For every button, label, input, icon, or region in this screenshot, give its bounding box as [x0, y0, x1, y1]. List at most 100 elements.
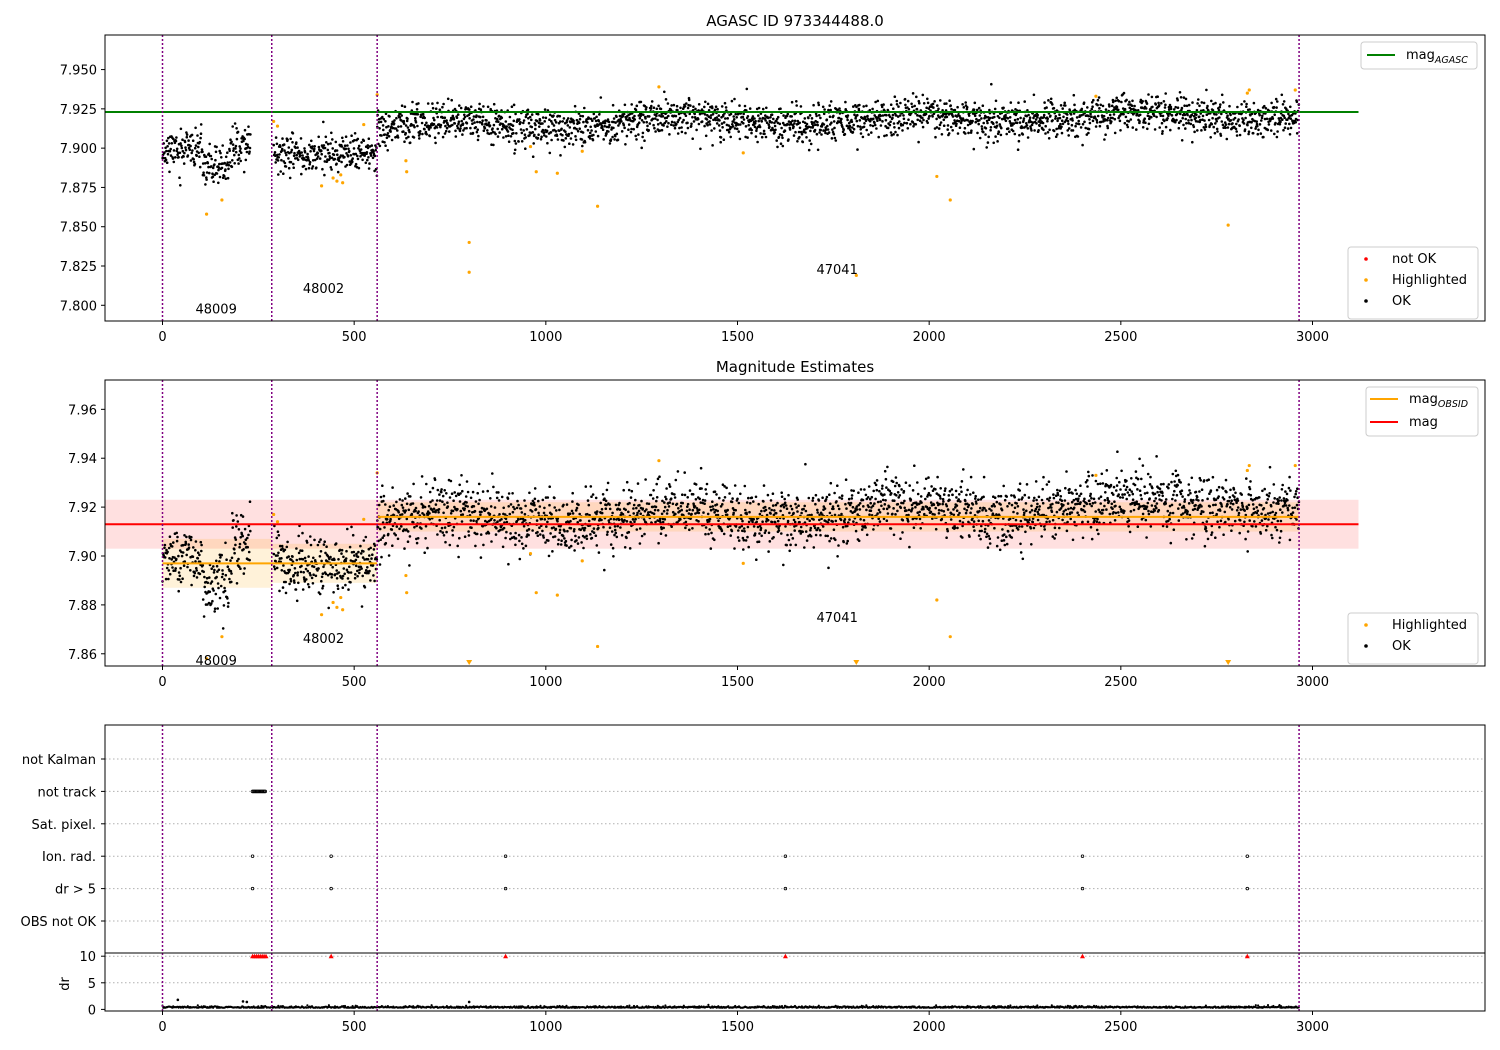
highlighted-point	[595, 644, 600, 649]
flag-point	[258, 789, 263, 794]
clipped-marker	[1225, 660, 1232, 665]
obsid-label: 48002	[303, 632, 344, 647]
dr-panel: 0 5 10 dr 0 500 1000 1500 2000 2500 3000	[58, 950, 1486, 1035]
highlighted-point	[275, 124, 280, 128]
highlighted-point	[555, 593, 559, 597]
legend-marker	[1364, 257, 1368, 261]
legend-marker	[1364, 278, 1368, 282]
y-tick-label: 0	[88, 1003, 96, 1018]
highlighted-point	[375, 93, 379, 97]
x-tick-label: 2000	[913, 330, 946, 345]
dr-clipped-marker	[1080, 953, 1085, 959]
agasc-magnitude-panel: 48009 48002 47041 0 500 1000 1500 2000 2500 3000 7…	[60, 34, 1486, 345]
clipped-marker	[853, 660, 860, 665]
dr-outlier-point	[241, 1000, 245, 1003]
highlighted-point	[335, 179, 339, 183]
legend-label: mag	[1409, 415, 1438, 430]
legend-label: OK	[1392, 294, 1411, 309]
flag-point	[329, 886, 333, 891]
x-tick-label: 1500	[721, 675, 754, 690]
highlighted-point	[948, 635, 952, 639]
highlighted-point	[339, 595, 343, 600]
highlighted-points	[204, 85, 1297, 278]
highlighted-point	[341, 181, 345, 185]
clipped-marker	[466, 660, 473, 665]
highlighted-point	[339, 173, 343, 177]
obsid-label: 47041	[816, 263, 857, 278]
legend-marker	[1364, 299, 1368, 303]
highlighted-point	[331, 176, 335, 180]
highlighted-point	[405, 170, 409, 174]
dr-axis-label: dr	[58, 977, 73, 991]
x-tick-label: 1000	[529, 330, 562, 345]
dr-outlier-point	[467, 1000, 471, 1004]
highlighted-point	[528, 144, 533, 149]
highlighted-point	[204, 212, 209, 216]
highlighted-point	[272, 512, 276, 517]
x-tick-label: 500	[342, 330, 367, 345]
x-tick-label: 0	[158, 330, 166, 345]
flag-point	[1080, 886, 1085, 891]
legend-box	[1347, 612, 1479, 665]
flag-point	[261, 789, 265, 794]
dr-outlier-point	[176, 998, 180, 1002]
flag-point	[254, 789, 258, 794]
y-tick-label: 7.950	[60, 64, 97, 79]
highlighted-point	[1094, 94, 1098, 98]
flag-point	[255, 789, 259, 794]
x-tick-label: 2000	[913, 1020, 946, 1035]
x-tick-label: 2500	[1104, 1020, 1137, 1035]
highlighted-point	[935, 598, 939, 602]
highlighted-point	[534, 591, 538, 595]
flag-point	[783, 886, 788, 891]
highlighted-point	[467, 270, 471, 274]
highlighted-point	[935, 174, 939, 179]
y-tick-label: 10	[79, 950, 96, 965]
flag-point	[256, 789, 261, 794]
legend-marker	[1364, 623, 1368, 627]
dr-clipped-marker	[1244, 953, 1250, 959]
axes-frame	[104, 379, 1486, 667]
x-tick-label: 0	[158, 675, 166, 690]
flag-point	[783, 854, 788, 858]
x-tick-label: 3000	[1296, 330, 1329, 345]
flag-point	[250, 854, 255, 858]
dr-point-cloud	[161, 1003, 1300, 1009]
highlighted-point	[657, 459, 661, 463]
highlighted-point	[1245, 468, 1249, 473]
y-tick-label: 7.875	[60, 181, 97, 196]
flag-point	[1080, 854, 1085, 858]
ok-points	[161, 82, 1301, 187]
ok-point-cloud	[161, 450, 1301, 630]
x-tick-label: 3000	[1296, 1020, 1329, 1035]
flag-row-label: not Kalman	[22, 753, 96, 768]
flag-row-label: Ion. rad.	[42, 850, 96, 865]
y-tick-label: 7.94	[68, 452, 97, 467]
highlighted-point	[319, 184, 324, 188]
flag-point	[253, 789, 257, 794]
x-tick-label: 0	[158, 1020, 166, 1035]
flag-row-label: Sat. pixel.	[32, 818, 96, 833]
obsid-label: 48009	[195, 654, 236, 669]
dr-clipped-marker	[782, 953, 788, 959]
highlighted-point	[331, 600, 335, 605]
highlighted-points	[204, 459, 1297, 661]
flag-point	[259, 789, 264, 794]
highlighted-point	[1245, 91, 1249, 95]
flag-point	[329, 854, 333, 858]
panel-title: Magnitude Estimates	[716, 358, 874, 376]
figure-title: AGASC ID 973344488.0	[706, 12, 884, 30]
y-tick-label: 5	[88, 977, 96, 992]
highlighted-point	[528, 551, 533, 556]
y-tick-label: 7.850	[60, 221, 97, 236]
highlighted-point	[741, 561, 745, 565]
axes-frame	[104, 952, 1486, 1012]
dr-clipped-marker	[328, 953, 334, 959]
x-tick-label: 2000	[913, 675, 946, 690]
highlighted-point	[335, 605, 339, 609]
dr-outlier-point	[245, 1000, 249, 1004]
highlighted-point	[1247, 463, 1251, 468]
highlighted-point	[948, 198, 952, 202]
flag-row-label: not track	[37, 785, 96, 800]
ok-point-cloud	[161, 82, 1301, 187]
